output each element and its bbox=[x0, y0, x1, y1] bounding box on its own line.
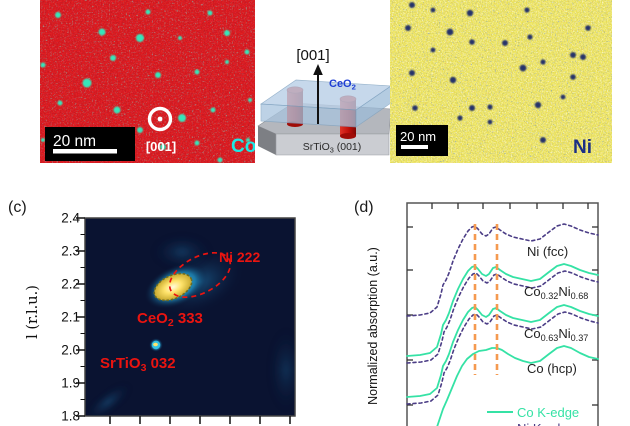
panel-c-axis-tick-marks bbox=[76, 217, 291, 424]
panel-d-y-axis-label: Normalized absorption (a.u.) bbox=[366, 247, 380, 405]
svg-text:2.2: 2.2 bbox=[61, 277, 80, 292]
panel-c-y-axis-label: l (r.l.u.) bbox=[25, 285, 41, 339]
direction-arrow-icon bbox=[313, 64, 323, 124]
xanes-curve bbox=[406, 304, 599, 398]
rsm-panel-c: (c) l (r.l.u.) Ni 222 CeO2 333 SrTiO3 03… bbox=[8, 199, 296, 424]
svg-text:1.9: 1.9 bbox=[61, 376, 80, 391]
ceo2-layer-block bbox=[259, 79, 393, 128]
co-direction-label: [001] bbox=[146, 139, 176, 154]
annotation-ceo2-333: CeO2 333 bbox=[137, 310, 203, 329]
svg-text:2.1: 2.1 bbox=[61, 310, 80, 325]
ni-eds-map-panel: 20 nm Ni bbox=[390, 0, 612, 163]
out-of-plane-direction-icon bbox=[147, 106, 173, 132]
ni-222-dashed-ellipse bbox=[168, 251, 232, 299]
panel-c-tag: (c) bbox=[8, 199, 27, 216]
xanes-curve bbox=[406, 270, 599, 364]
ni-precipitate-dots bbox=[405, 2, 591, 143]
co-precipitate-dots bbox=[40, 9, 252, 163]
xanes-panel-d: (d) Normalized absorption (a.u.) Ni (fcc… bbox=[354, 199, 599, 426]
panel-d-tag: (d) bbox=[354, 199, 374, 216]
xanes-curve bbox=[406, 311, 599, 405]
xanes-curve-labels: Ni (fcc) Co0.32Ni0.68 Co0.63Ni0.37 Co (h… bbox=[524, 244, 588, 376]
xanes-curves bbox=[406, 223, 599, 426]
ni-panel-label: Ni bbox=[573, 137, 592, 158]
svg-text:2.4: 2.4 bbox=[61, 211, 80, 226]
co-panel-label: Co bbox=[231, 136, 255, 157]
schematic-direction-label: [001] bbox=[296, 47, 329, 64]
label-co32ni68: Co0.32Ni0.68 bbox=[524, 284, 588, 301]
label-co63ni37: Co0.63Ni0.37 bbox=[524, 326, 588, 343]
rsm-intensity-blobs bbox=[85, 234, 295, 416]
xanes-plot-area bbox=[406, 202, 599, 426]
pillar-schematic: [001] CeO2 SrTiO3 (001) bbox=[257, 47, 393, 156]
ceo2-layer-label: CeO2 bbox=[329, 78, 356, 92]
ni-scale-bar: 20 nm bbox=[396, 125, 448, 156]
legend-ni-k-edge: Ni K-edge bbox=[517, 421, 575, 426]
annotation-ni-222: Ni 222 bbox=[219, 249, 260, 265]
co-eds-map-panel: 20 nm [001] Co bbox=[40, 0, 255, 163]
co-scale-bar-label: 20 nm bbox=[53, 133, 96, 150]
substrate-label: SrTiO3 (001) bbox=[303, 141, 362, 155]
srtio3-032-spot bbox=[153, 342, 158, 347]
annotation-srtio3-032: SrTiO3 032 bbox=[100, 355, 176, 374]
co-scale-bar: 20 nm bbox=[45, 127, 135, 161]
panel-c-y-ticks: 2.4 2.3 2.2 2.1 2.0 1.9 1.8 bbox=[61, 211, 80, 424]
ceo2-333-spot bbox=[153, 272, 193, 302]
xanes-curve bbox=[406, 223, 599, 317]
ni-scale-bar-label: 20 nm bbox=[400, 129, 436, 144]
svg-text:2.0: 2.0 bbox=[61, 343, 80, 358]
xanes-curve bbox=[436, 345, 599, 426]
svg-text:2.3: 2.3 bbox=[61, 244, 80, 259]
edge-position-guide-lines bbox=[473, 224, 499, 375]
legend-co-k-edge: Co K-edge bbox=[517, 405, 579, 420]
xanes-legend: Co K-edge Ni K-edge bbox=[487, 405, 579, 426]
label-ni-fcc: Ni (fcc) bbox=[527, 244, 568, 259]
svg-text:1.8: 1.8 bbox=[61, 409, 80, 424]
xanes-curve bbox=[406, 263, 599, 357]
label-co-hcp: Co (hcp) bbox=[527, 361, 577, 376]
